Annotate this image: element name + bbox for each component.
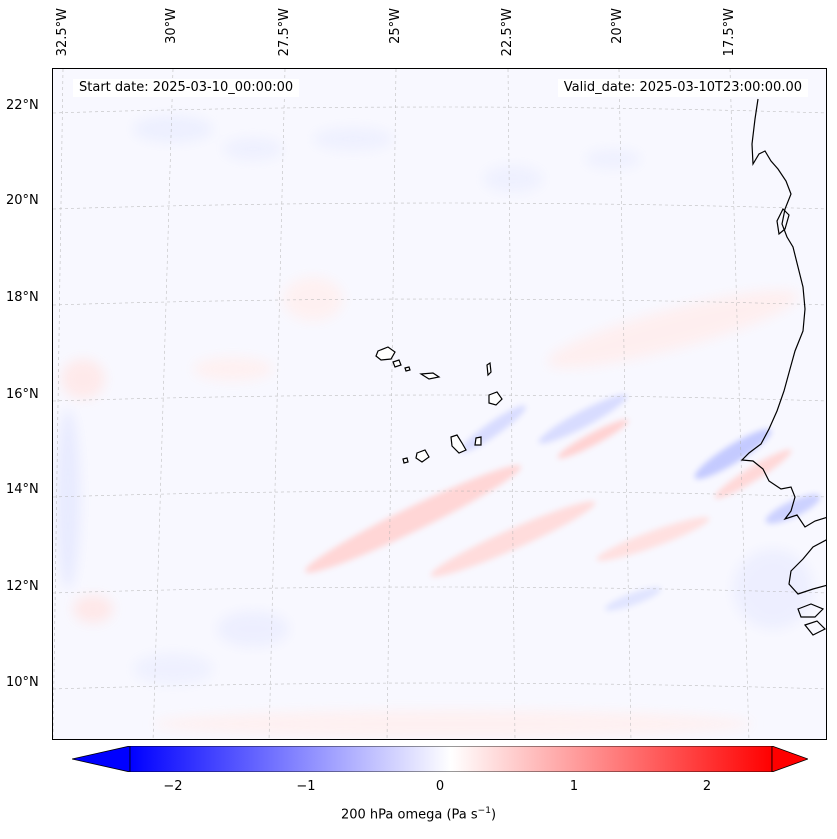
coastlines (740, 98, 826, 636)
coastal-inlet (776, 207, 790, 236)
lon-label-30w: 30°W (164, 8, 179, 44)
graticule (53, 69, 826, 739)
lon-label-27-5w: 27.5°W (277, 8, 292, 57)
map-panel: Start date: 2025-03-10_00:00:00 Valid_da… (52, 68, 827, 740)
lat-label-18n: 18°N (6, 290, 39, 305)
island-santa-luzia (404, 366, 411, 372)
colorbar-extend-low (72, 746, 131, 772)
colorbar-label-text: 200 hPa omega (Pa s (340, 807, 478, 823)
lat-label-22n: 22°N (6, 98, 39, 113)
colorbar-gradient (129, 746, 773, 772)
african-coastline (740, 98, 826, 528)
island-sao-vicente (392, 359, 402, 368)
colorbar-label-close: ) (490, 807, 497, 823)
island-brava (402, 457, 409, 464)
colorbar-tick-2: 2 (702, 779, 712, 794)
omega-field-map (53, 69, 826, 739)
senegambia-coast (788, 539, 826, 595)
colorbar (72, 746, 808, 772)
colorbar-label: 200 hPa omega (Pa s−1) (0, 806, 837, 822)
guinea-bissau-islands (797, 603, 826, 636)
omega-field-background (56, 115, 813, 738)
colorbar-tick-minus-2: −2 (163, 779, 183, 794)
island-santiago (450, 434, 467, 454)
island-maio (474, 436, 482, 446)
omega-field-bands (305, 394, 821, 611)
island-boa-vista (488, 391, 503, 406)
lon-label-32-5w: 32.5°W (55, 8, 70, 57)
lat-label-16n: 16°N (6, 387, 39, 402)
colorbar-unit-exponent: −1 (477, 806, 491, 816)
island-fogo (415, 449, 430, 463)
colorbar-tick-0: 0 (435, 779, 445, 794)
lon-label-17-5w: 17.5°W (722, 8, 737, 57)
lon-label-22-5w: 22.5°W (500, 8, 515, 57)
lon-label-20w: 20°W (610, 8, 625, 44)
lat-label-12n: 12°N (6, 579, 39, 594)
lon-label-25w: 25°W (388, 8, 403, 44)
island-sal (486, 361, 492, 377)
lat-label-20n: 20°N (6, 193, 39, 208)
cape-verde-islands (375, 346, 503, 464)
colorbar-tick-minus-1: −1 (296, 779, 316, 794)
start-date-label: Start date: 2025-03-10_00:00:00 (73, 79, 300, 97)
colorbar-extend-high (771, 746, 808, 772)
colorbar-tick-1: 1 (569, 779, 579, 794)
island-santo-antao (375, 346, 396, 361)
lat-label-10n: 10°N (6, 675, 39, 690)
lat-label-14n: 14°N (6, 482, 39, 497)
island-sao-nicolau (419, 372, 441, 380)
valid-date-label: Valid_date: 2025-03-10T23:00:00.00 (557, 79, 808, 97)
